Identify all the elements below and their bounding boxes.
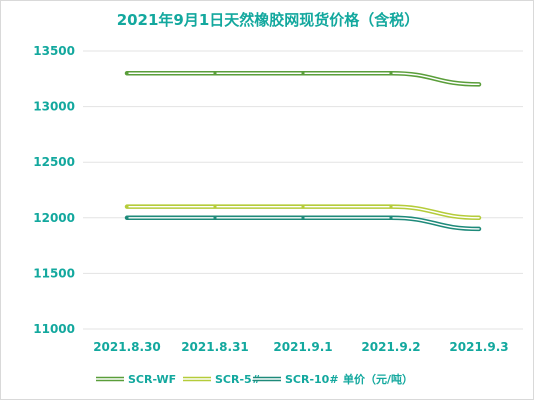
x-tick-label: 2021.8.31 bbox=[181, 340, 249, 354]
data-point bbox=[125, 205, 129, 209]
grid-lines bbox=[83, 50, 523, 330]
series-scr-wf bbox=[124, 70, 482, 87]
y-tick-label: 11000 bbox=[33, 322, 75, 336]
data-point bbox=[125, 71, 129, 75]
legend-label: SCR-5# bbox=[215, 373, 261, 386]
data-point bbox=[301, 205, 305, 209]
chart-title: 2021年9月1日天然橡胶网现货价格（含税） bbox=[117, 11, 420, 29]
series-lines bbox=[124, 70, 482, 232]
series-line bbox=[124, 70, 482, 87]
unit-label: 单价（元/吨） bbox=[343, 372, 413, 386]
data-point bbox=[301, 71, 305, 75]
y-tick-label: 11500 bbox=[33, 266, 75, 280]
y-tick-label: 13000 bbox=[33, 100, 75, 114]
data-point bbox=[389, 205, 393, 209]
legend-label: SCR-10# bbox=[285, 373, 339, 386]
x-tick-label: 2021.8.30 bbox=[93, 340, 161, 354]
x-tick-label: 2021.9.2 bbox=[361, 340, 420, 354]
x-tick-label: 2021.9.3 bbox=[449, 340, 508, 354]
legend-label: SCR-WF bbox=[128, 373, 176, 386]
legend: SCR-WF SCR-5# SCR-10# 单价（元/吨） bbox=[96, 372, 413, 386]
x-axis-ticks: 2021.8.30 2021.8.31 2021.9.1 2021.9.2 2021.9… bbox=[93, 340, 508, 354]
series-scr-5- bbox=[124, 204, 482, 221]
series-scr-10- bbox=[124, 215, 482, 232]
data-point bbox=[213, 71, 217, 75]
data-point bbox=[125, 216, 129, 220]
data-point bbox=[301, 216, 305, 220]
data-point bbox=[213, 216, 217, 220]
y-tick-label: 13500 bbox=[33, 44, 75, 58]
y-tick-label: 12500 bbox=[33, 155, 75, 169]
y-axis-ticks: 11000 11500 12000 12500 13000 13500 bbox=[33, 44, 75, 336]
series-line bbox=[124, 215, 482, 232]
data-point bbox=[389, 71, 393, 75]
x-tick-label: 2021.9.1 bbox=[273, 340, 332, 354]
y-tick-label: 12000 bbox=[33, 211, 75, 225]
data-point bbox=[213, 205, 217, 209]
data-point bbox=[389, 216, 393, 220]
